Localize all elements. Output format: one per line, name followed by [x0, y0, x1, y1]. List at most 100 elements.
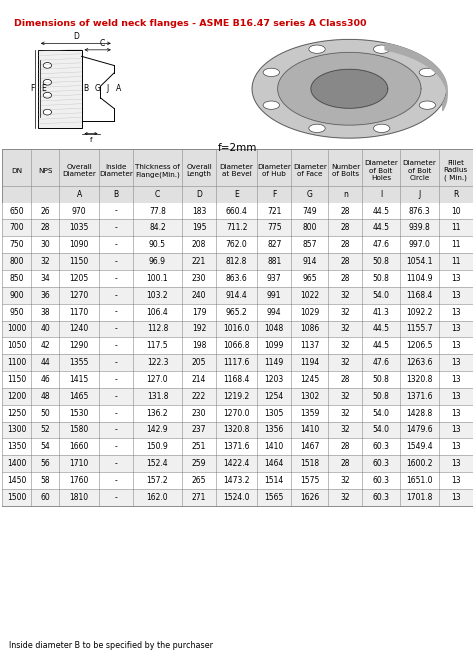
- Circle shape: [374, 124, 390, 133]
- Text: 1048: 1048: [264, 324, 284, 334]
- Bar: [2, 304, 473, 320]
- Text: 850: 850: [9, 274, 24, 283]
- Text: 1035: 1035: [69, 223, 89, 232]
- Text: G: G: [307, 190, 313, 199]
- Text: 939.8: 939.8: [409, 223, 430, 232]
- Circle shape: [43, 80, 52, 85]
- Text: 1514: 1514: [264, 476, 284, 485]
- Text: 50.8: 50.8: [373, 257, 390, 266]
- Text: 1320.8: 1320.8: [406, 375, 433, 384]
- Text: 150.9: 150.9: [146, 442, 168, 452]
- Text: 50.8: 50.8: [373, 392, 390, 401]
- Text: 1565: 1565: [264, 493, 284, 502]
- Text: 1155.7: 1155.7: [406, 324, 433, 334]
- Text: Dimensions of weld neck flanges - ASME B16.47 series A Class300: Dimensions of weld neck flanges - ASME B…: [14, 19, 367, 27]
- Text: 44.5: 44.5: [373, 341, 390, 350]
- Text: Diameter
of Face: Diameter of Face: [293, 164, 327, 178]
- Text: Diameter
of Bolt
Circle: Diameter of Bolt Circle: [402, 160, 437, 181]
- Text: 28: 28: [341, 223, 350, 232]
- Text: 36: 36: [40, 291, 50, 299]
- Text: 44.5: 44.5: [373, 206, 390, 216]
- Text: 40: 40: [40, 324, 50, 334]
- Text: 32: 32: [341, 358, 350, 367]
- Text: 50.8: 50.8: [373, 274, 390, 283]
- Text: 1428.8: 1428.8: [406, 409, 433, 417]
- Text: 44: 44: [40, 358, 50, 367]
- Text: 1600.2: 1600.2: [406, 459, 433, 468]
- Text: 136.2: 136.2: [146, 409, 168, 417]
- Text: R: R: [453, 190, 458, 199]
- Text: 127.0: 127.0: [146, 375, 168, 384]
- Text: J: J: [106, 84, 109, 93]
- Text: 60.3: 60.3: [373, 493, 390, 502]
- Text: 117.5: 117.5: [146, 341, 168, 350]
- Text: -: -: [114, 241, 117, 249]
- Text: 32: 32: [341, 476, 350, 485]
- Text: 1467: 1467: [300, 442, 319, 452]
- Text: 56: 56: [40, 459, 50, 468]
- Text: -: -: [114, 274, 117, 283]
- Text: 1400: 1400: [7, 459, 26, 468]
- Text: 994: 994: [267, 308, 282, 317]
- Text: 857: 857: [302, 241, 317, 249]
- Text: 157.2: 157.2: [146, 476, 168, 485]
- Text: 881: 881: [267, 257, 281, 266]
- Text: 28: 28: [341, 206, 350, 216]
- Text: 1320.8: 1320.8: [223, 425, 250, 435]
- Text: 965.2: 965.2: [226, 308, 247, 317]
- Text: 1205: 1205: [70, 274, 89, 283]
- Text: 1371.6: 1371.6: [406, 392, 433, 401]
- Text: -: -: [114, 493, 117, 502]
- Text: Fillet
Radius
( Min.): Fillet Radius ( Min.): [444, 160, 468, 181]
- Text: 812.8: 812.8: [226, 257, 247, 266]
- Text: 1626: 1626: [300, 493, 319, 502]
- Text: 914.4: 914.4: [226, 291, 247, 299]
- Text: 1479.6: 1479.6: [406, 425, 433, 435]
- Text: 13: 13: [451, 274, 461, 283]
- Text: -: -: [114, 257, 117, 266]
- Text: 50.8: 50.8: [373, 375, 390, 384]
- Text: 1245: 1245: [300, 375, 319, 384]
- Text: 13: 13: [451, 493, 461, 502]
- Bar: [2, 388, 473, 405]
- Text: 1415: 1415: [70, 375, 89, 384]
- Text: 863.6: 863.6: [226, 274, 247, 283]
- Text: 28: 28: [341, 257, 350, 266]
- Text: 60.3: 60.3: [373, 442, 390, 452]
- Text: 13: 13: [451, 341, 461, 350]
- Text: G: G: [95, 84, 100, 93]
- Text: DN: DN: [11, 168, 22, 174]
- Text: 1029: 1029: [300, 308, 319, 317]
- Text: 54.0: 54.0: [373, 409, 390, 417]
- Text: 13: 13: [451, 425, 461, 435]
- Bar: [2, 220, 473, 237]
- Text: f=2mm: f=2mm: [217, 143, 257, 153]
- Text: 34: 34: [40, 274, 50, 283]
- Text: NPS: NPS: [38, 168, 52, 174]
- Text: 13: 13: [451, 358, 461, 367]
- Circle shape: [263, 101, 280, 109]
- Bar: [2, 270, 473, 287]
- Text: 1016.0: 1016.0: [223, 324, 250, 334]
- Text: 991: 991: [267, 291, 282, 299]
- Text: Overall
Length: Overall Length: [186, 164, 212, 178]
- Circle shape: [263, 68, 280, 76]
- Text: E: E: [42, 84, 46, 93]
- Text: 222: 222: [192, 392, 206, 401]
- Text: 54: 54: [40, 442, 50, 452]
- Text: 965: 965: [302, 274, 317, 283]
- Text: 1150: 1150: [70, 257, 89, 266]
- Text: 1168.4: 1168.4: [223, 375, 250, 384]
- Text: 1054.1: 1054.1: [406, 257, 433, 266]
- Polygon shape: [311, 69, 388, 109]
- Text: 1701.8: 1701.8: [406, 493, 433, 502]
- Bar: [2, 354, 473, 371]
- Text: 1473.2: 1473.2: [223, 476, 250, 485]
- Text: 32: 32: [341, 291, 350, 299]
- Bar: [2, 489, 473, 506]
- Text: 60.3: 60.3: [373, 459, 390, 468]
- Text: 198: 198: [192, 341, 206, 350]
- Text: 28: 28: [341, 375, 350, 384]
- Text: E: E: [234, 190, 239, 199]
- Text: 100.1: 100.1: [146, 274, 168, 283]
